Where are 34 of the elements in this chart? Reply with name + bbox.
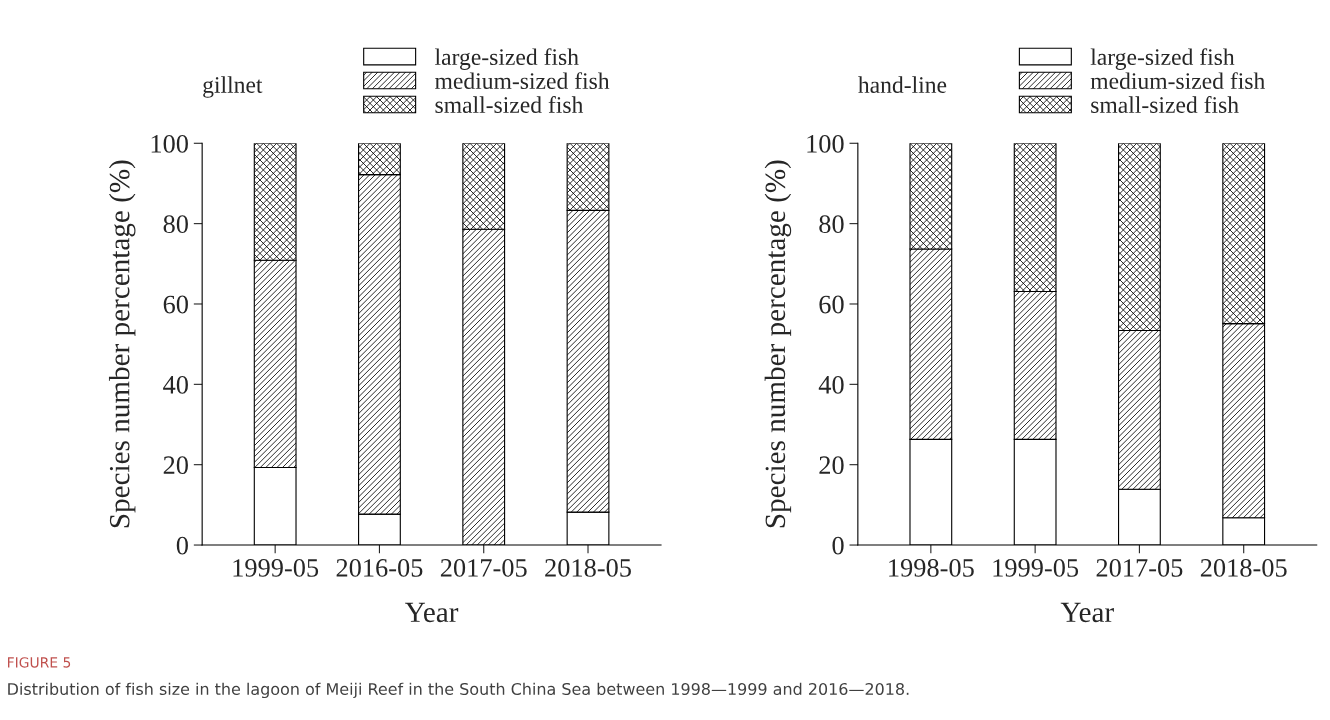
x-tick-label: 2016-05	[336, 559, 423, 577]
x-tick-label: 2018-05	[545, 559, 631, 577]
x-tick-label: 1999-05	[993, 559, 1079, 577]
caption: FIGURE 5	[8, 657, 71, 668]
y-tick-label: 100	[151, 134, 188, 153]
chart-title: gillnet	[203, 76, 263, 98]
y-tick-label: 20	[819, 456, 844, 475]
x-tick-label: 2018-05	[1200, 559, 1287, 577]
x-axis-title: Year	[1060, 602, 1114, 623]
legend-label: medium-sized fish	[435, 72, 610, 90]
y-tick-label: 20	[163, 456, 188, 475]
legend-label: large-sized fish	[435, 48, 579, 70]
x-tick-label: 2017-05	[1096, 559, 1183, 577]
y-tick-label: 40	[163, 375, 188, 394]
y-tick-label: 80	[163, 215, 188, 234]
legend-label: small-sized fish	[435, 96, 584, 113]
legend-label: medium-sized fish	[1090, 72, 1265, 90]
y-axis-title: Species number percentage (%)	[764, 160, 792, 528]
y-tick-label: 0	[832, 536, 844, 555]
y-tick-label: 40	[818, 375, 844, 394]
legend-label: small-sized fish	[1091, 96, 1239, 113]
y-tick-label: 60	[819, 295, 844, 314]
text: Distribution of fish size in the lagoon of Meiji Reef in the South China Sea between 1998—1999 and 2016—2018.	[8, 682, 909, 699]
y-tick-label: 80	[819, 215, 844, 234]
y-axis-title: Species number percentage (%)	[108, 160, 136, 528]
x-tick-label: 1998-05	[889, 559, 974, 577]
x-tick-label: 2017-05	[440, 559, 527, 577]
legend-label: large-sized fish	[1090, 48, 1235, 70]
x-tick-label: 1999-05	[233, 559, 319, 577]
y-tick-label: 60	[163, 295, 188, 314]
chart-title: hand-line	[858, 76, 947, 93]
y-tick-label: 0	[176, 536, 188, 555]
x-axis-title: Year	[405, 602, 459, 623]
y-tick-label: 100	[807, 134, 844, 153]
